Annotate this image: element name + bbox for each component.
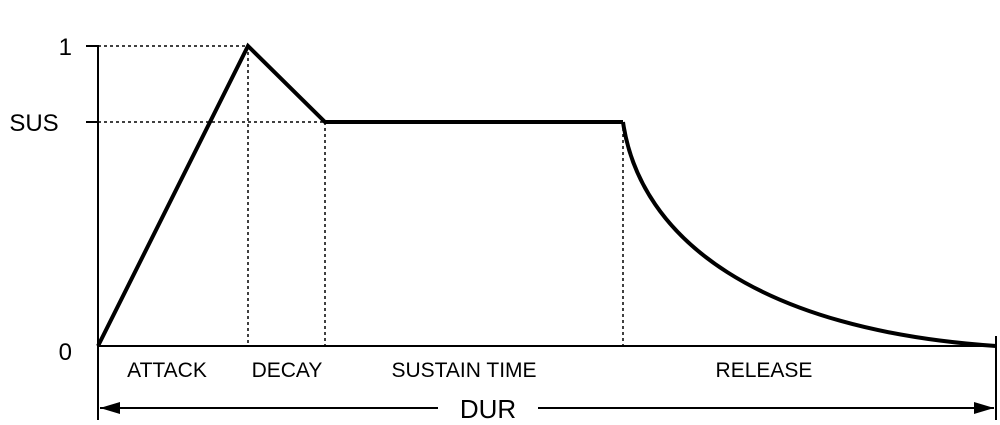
- envelope-release-curve: [621, 121, 997, 348]
- duration-label: DUR: [460, 394, 516, 424]
- segment-label-sustain-time: SUSTAIN TIME: [391, 359, 536, 382]
- dur-arrowhead-left: [100, 402, 120, 414]
- y-label-1: 1: [59, 34, 72, 61]
- segment-label-attack: ATTACK: [127, 359, 207, 382]
- y-label-sus: SUS: [9, 110, 58, 137]
- y-label-0: 0: [59, 339, 72, 366]
- segment-label-release: RELEASE: [716, 359, 813, 382]
- envelope-attack-decay-sustain: [96, 42, 623, 347]
- segment-label-decay: DECAY: [252, 359, 323, 382]
- dur-arrowhead-right: [974, 402, 994, 414]
